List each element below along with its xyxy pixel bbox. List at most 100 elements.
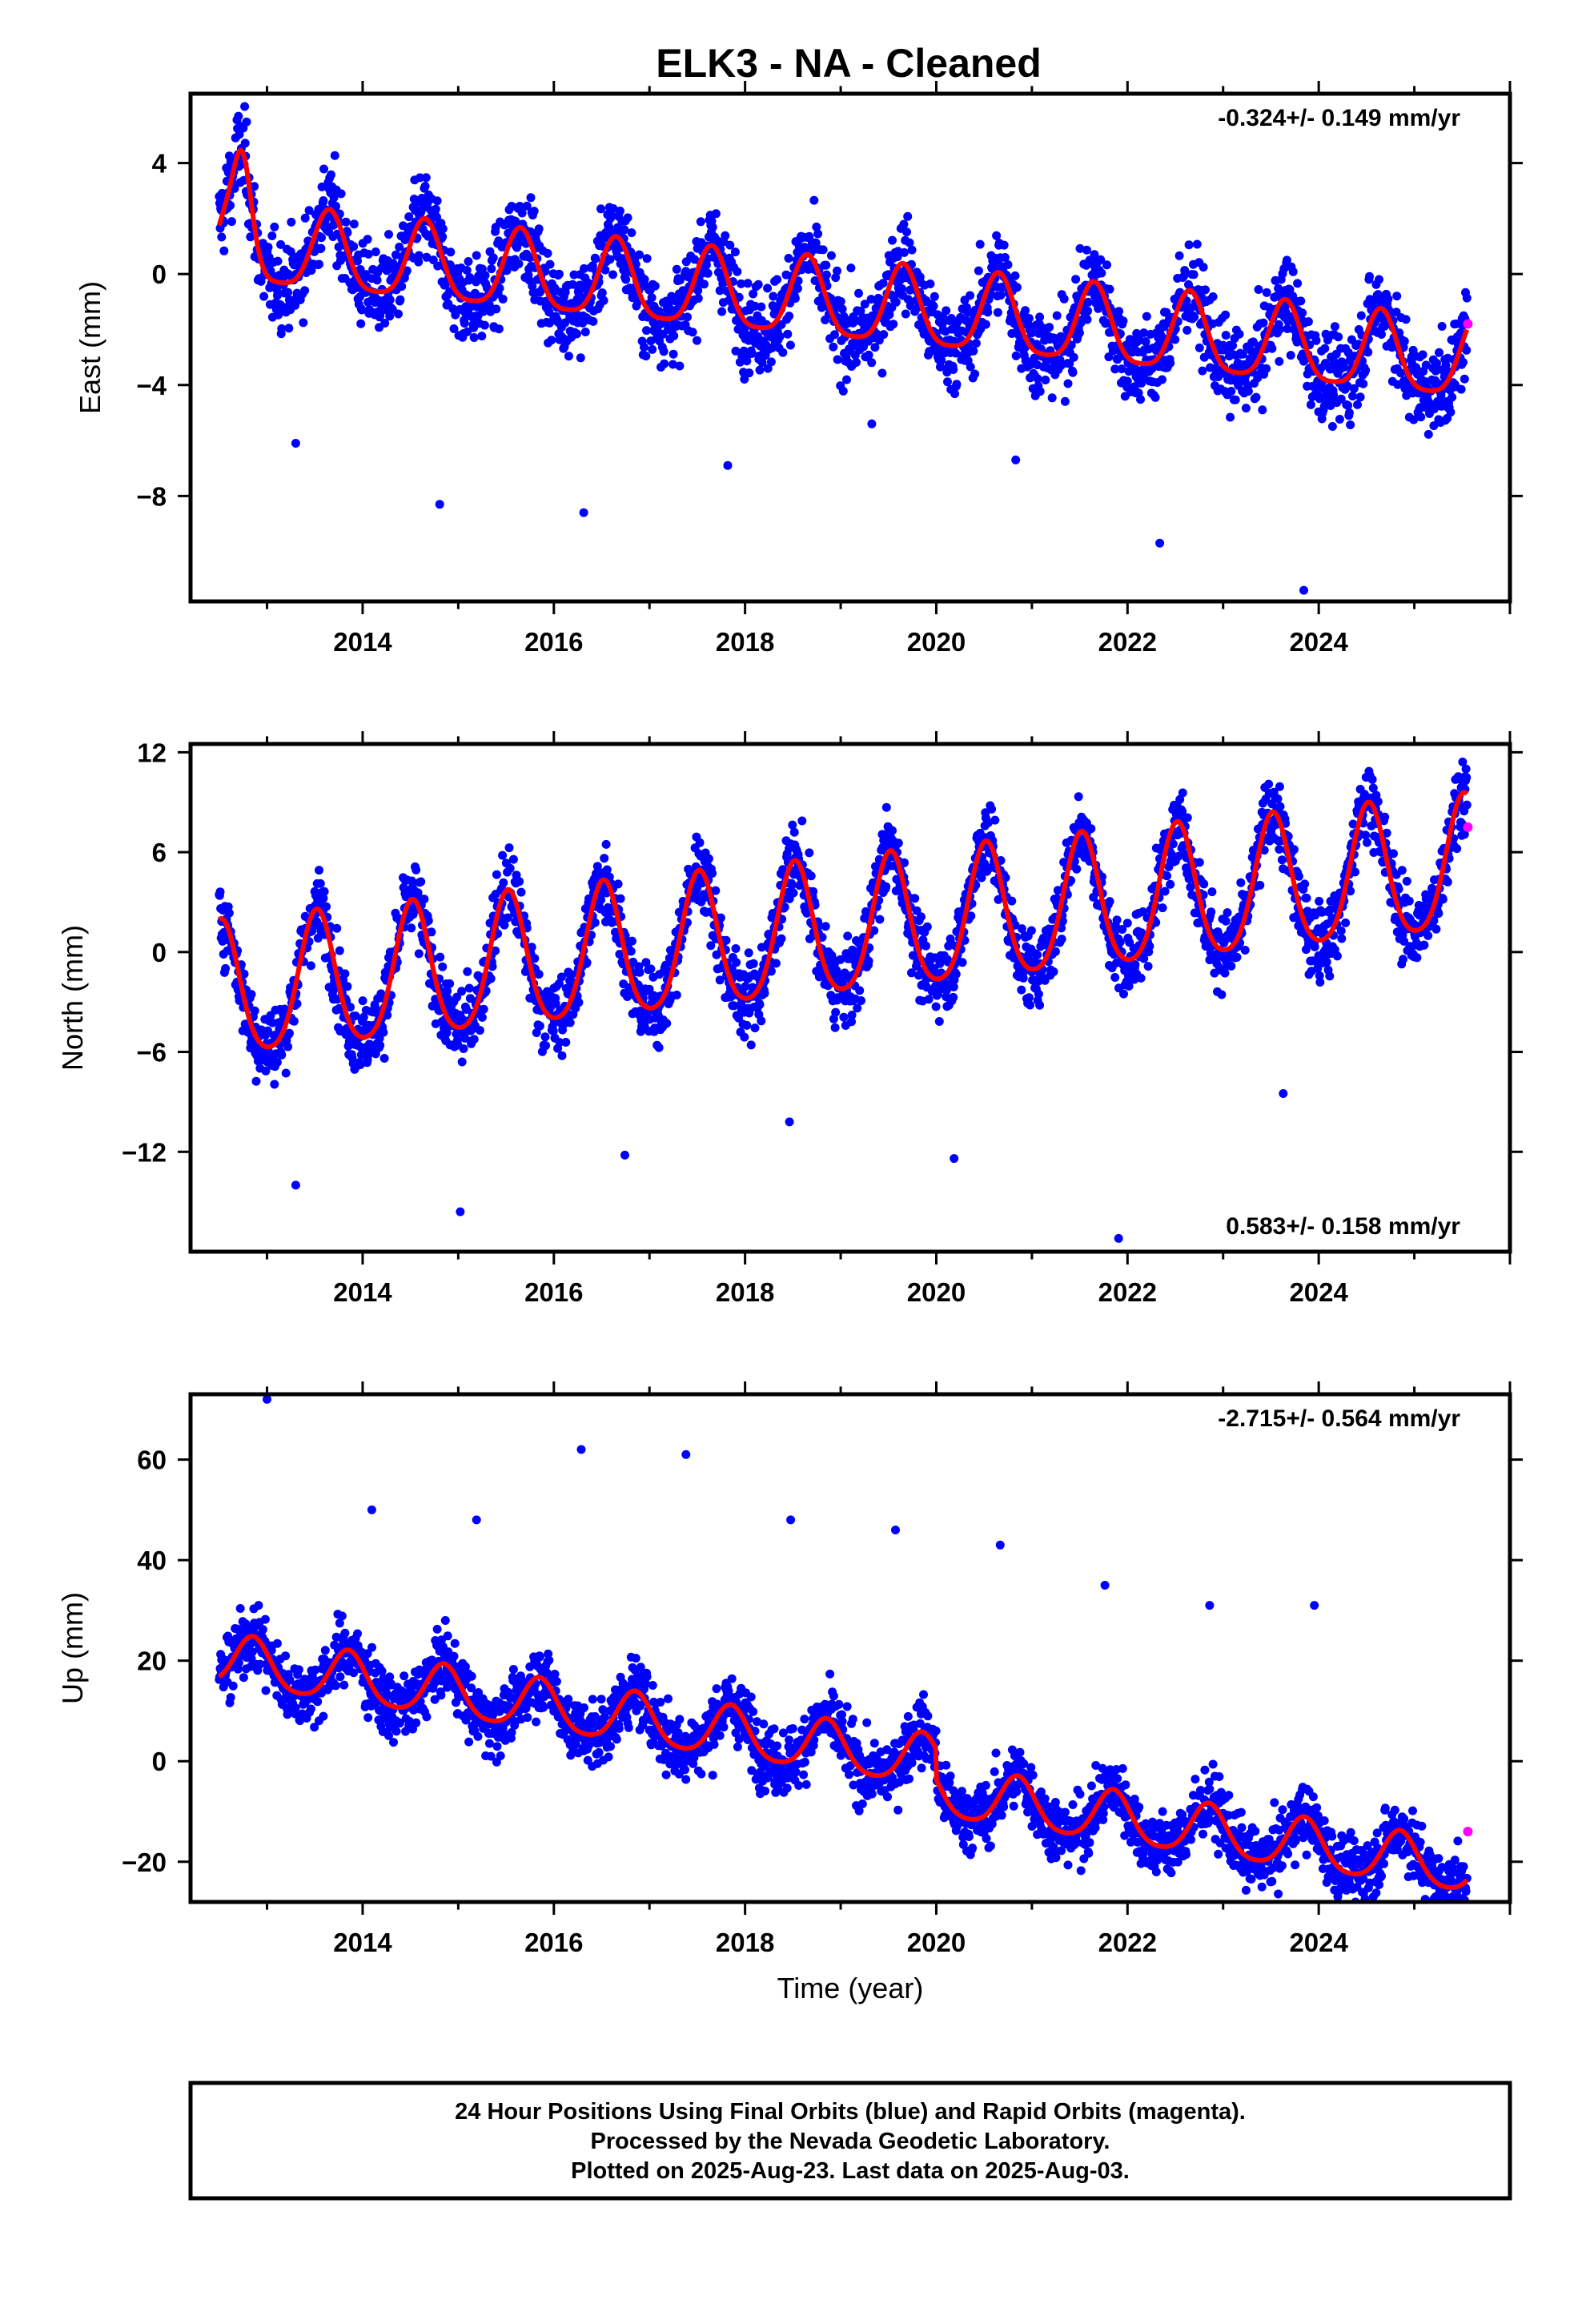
final-orbit-point [1066,340,1076,350]
final-orbit-point [888,826,897,835]
final-orbit-point [420,895,429,904]
final-orbit-point [852,358,861,367]
final-orbit-point [826,251,836,260]
final-orbit-point [351,1011,360,1021]
final-orbit-point [443,987,452,995]
final-orbit-point [843,931,853,941]
final-orbit-point [217,232,227,242]
final-orbit-point [534,224,544,234]
final-orbit-point [608,270,617,279]
final-orbit-point [529,207,539,216]
final-orbit-point [1182,325,1192,335]
final-orbit-point [1024,314,1034,323]
x-tick-label: 2014 [333,627,392,657]
final-orbit-point [747,348,757,358]
final-orbit-point [412,865,421,875]
final-orbit-point [1322,957,1331,967]
final-orbit-point [623,213,632,223]
final-orbit-point [755,365,765,375]
final-orbit-point [414,251,424,260]
final-orbit-point [897,284,906,293]
final-orbit-point [1049,967,1058,976]
final-orbit-point [413,888,423,898]
final-orbit-point [433,261,443,271]
final-orbit-point [755,999,765,1009]
final-orbit-point [363,249,373,259]
final-orbit-outlier [1011,455,1021,464]
final-orbit-point [500,920,509,930]
final-orbit-point [270,222,279,231]
final-orbit-point [1325,971,1335,981]
final-orbit-point [1232,952,1242,962]
final-orbit-point [1416,412,1426,422]
final-orbit-point [464,257,473,266]
final-orbit-point [277,324,287,333]
final-orbit-point [1122,376,1132,386]
final-orbit-point [793,276,803,286]
final-orbit-point [492,304,501,314]
final-orbit-point [693,294,703,303]
final-orbit-point [1373,290,1383,300]
final-orbit-point [813,229,823,239]
final-orbit-point [893,838,903,848]
final-orbit-point [628,936,636,946]
final-orbit-point [515,877,524,887]
final-orbit-point [319,164,328,174]
final-orbit-point [504,843,514,853]
final-orbit-point [1086,824,1096,834]
final-orbit-point [263,1026,272,1035]
final-orbit-point [711,886,721,895]
final-orbit-point [459,1044,468,1053]
final-orbit-point [277,1050,287,1059]
final-orbit-point [730,247,740,257]
final-orbit-point [1293,279,1303,288]
final-orbit-point [576,353,585,363]
final-orbit-point [672,264,681,274]
final-orbit-point [306,961,315,971]
final-orbit-point [646,964,656,974]
final-orbit-point [1344,408,1354,417]
final-orbit-point [789,827,799,837]
final-orbit-point [284,324,294,333]
final-orbit-point [830,1023,840,1032]
final-orbit-point [1383,294,1393,304]
final-orbit-point [787,880,797,890]
final-orbit-point [427,927,436,937]
final-orbit-point [319,196,328,205]
final-orbit-point [242,117,251,127]
final-orbit-point [1024,993,1034,1003]
final-orbit-point [1275,356,1284,366]
final-orbit-point [922,922,932,931]
final-orbit-point [431,204,440,214]
final-orbit-point [240,139,250,148]
final-orbit-point [357,305,367,315]
final-orbit-point [355,1060,365,1069]
final-orbit-point [316,243,326,253]
final-orbit-point [641,352,651,361]
final-orbit-point [327,170,335,179]
final-orbit-point [1063,379,1073,388]
final-orbit-point [931,1002,941,1011]
final-orbit-point [1447,392,1457,402]
final-orbit-point [1071,275,1081,284]
final-orbit-point [1303,317,1313,327]
final-orbit-point [1343,400,1353,410]
final-orbit-point [812,222,821,231]
final-orbit-point [479,1004,488,1014]
final-orbit-point [1315,896,1324,906]
final-orbit-point [1207,907,1216,917]
final-orbit-point [806,871,816,881]
final-orbit-point [420,182,430,191]
y-tick-label: −4 [136,371,167,400]
final-orbit-point [669,331,679,340]
final-orbit-point [877,368,887,378]
final-orbit-point [477,332,487,341]
final-orbit-point [771,959,781,968]
final-orbit-point [889,320,898,329]
final-orbit-point [239,969,249,979]
final-orbit-point [917,912,926,922]
final-orbit-point [272,1058,282,1067]
final-orbit-point [760,988,769,998]
final-orbit-point [1227,387,1236,396]
